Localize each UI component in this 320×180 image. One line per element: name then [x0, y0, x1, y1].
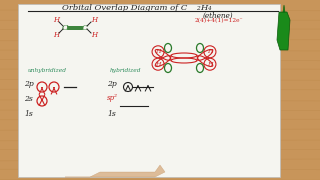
Text: (ethene): (ethene)	[203, 12, 233, 20]
Text: H: H	[207, 49, 213, 54]
Text: 2p: 2p	[24, 80, 34, 88]
Polygon shape	[277, 12, 290, 50]
Text: H: H	[155, 49, 161, 54]
Text: 2s: 2s	[24, 95, 33, 103]
Text: sp²: sp²	[107, 94, 118, 102]
Text: Orbital Overlap Diagram of C: Orbital Overlap Diagram of C	[62, 4, 188, 12]
Text: 2(4)+4(1)=12e⁻: 2(4)+4(1)=12e⁻	[195, 18, 244, 23]
Text: unhybridized: unhybridized	[28, 68, 67, 73]
Text: C: C	[82, 24, 88, 32]
Text: H: H	[207, 62, 213, 67]
Text: hybridized: hybridized	[110, 68, 141, 73]
Text: H: H	[155, 62, 161, 67]
Text: H: H	[53, 31, 59, 39]
Text: H: H	[91, 31, 97, 39]
Text: C: C	[62, 24, 68, 32]
Text: 4: 4	[207, 6, 211, 10]
Text: H: H	[91, 16, 97, 24]
Text: 2: 2	[196, 6, 200, 10]
Polygon shape	[65, 165, 165, 177]
FancyBboxPatch shape	[18, 4, 280, 177]
Text: H: H	[200, 4, 207, 12]
Text: 1s: 1s	[24, 110, 33, 118]
Text: H: H	[53, 16, 59, 24]
Text: 2p: 2p	[107, 80, 117, 88]
Text: 1s: 1s	[107, 110, 116, 118]
Polygon shape	[283, 5, 285, 12]
